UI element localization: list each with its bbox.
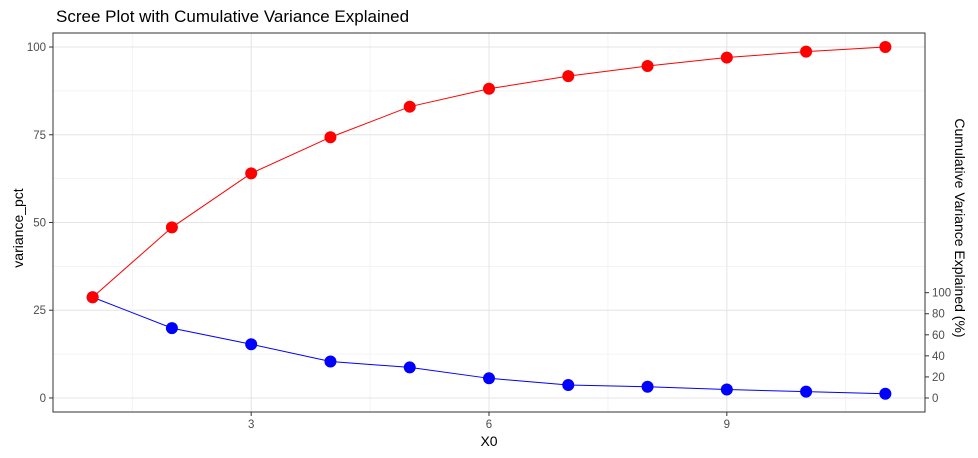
- x-tick-label: 3: [248, 419, 254, 431]
- y2-tick-label: 20: [932, 372, 945, 384]
- y-tick-label: 100: [27, 42, 46, 54]
- y-tick-label: 25: [33, 305, 46, 317]
- series-1-point: [641, 380, 654, 393]
- axes: 3 6 9 0 25 50 75 100 0 20 40 60 80 100: [27, 42, 951, 431]
- series-layer: [86, 41, 892, 400]
- y2-tick-label: 100: [932, 288, 951, 300]
- series-2-point: [879, 41, 892, 54]
- y2-axis-title: Cumulative Variance Explained (%): [952, 118, 968, 337]
- series-1-point: [165, 322, 178, 335]
- series-2-point: [720, 51, 733, 64]
- x-tick-label: 9: [724, 419, 730, 431]
- series-1-point: [562, 378, 575, 391]
- series-2-point: [483, 82, 495, 95]
- y2-tick-label: 80: [932, 309, 945, 321]
- series-1-point: [720, 383, 733, 396]
- series-2-point: [800, 45, 813, 58]
- y-tick-label: 50: [33, 218, 46, 230]
- series-1-point: [403, 361, 416, 374]
- y-tick-label: 0: [40, 393, 46, 405]
- y-axis-title: variance_pct: [10, 188, 26, 267]
- series-1-point: [800, 385, 813, 398]
- y2-tick-label: 60: [932, 330, 945, 342]
- y-tick-label: 75: [33, 130, 46, 142]
- series-2-point: [324, 131, 337, 144]
- series-2-point: [245, 167, 258, 180]
- series-2-point: [165, 221, 178, 234]
- series-1-point: [245, 338, 258, 351]
- x-tick-label: 6: [486, 419, 492, 431]
- chart-title: Scree Plot with Cumulative Variance Expl…: [56, 7, 409, 26]
- series-1-point: [483, 372, 495, 385]
- series-2-point: [403, 100, 416, 113]
- series-2-point: [641, 59, 654, 72]
- grid: [53, 33, 925, 412]
- x-axis-title: X0: [480, 433, 497, 449]
- series-2-point: [86, 291, 99, 304]
- series-1-point: [879, 387, 892, 400]
- series-2-point: [562, 70, 575, 83]
- y2-tick-label: 40: [932, 351, 945, 363]
- y2-tick-label: 0: [932, 393, 938, 405]
- series-1-point: [324, 355, 337, 368]
